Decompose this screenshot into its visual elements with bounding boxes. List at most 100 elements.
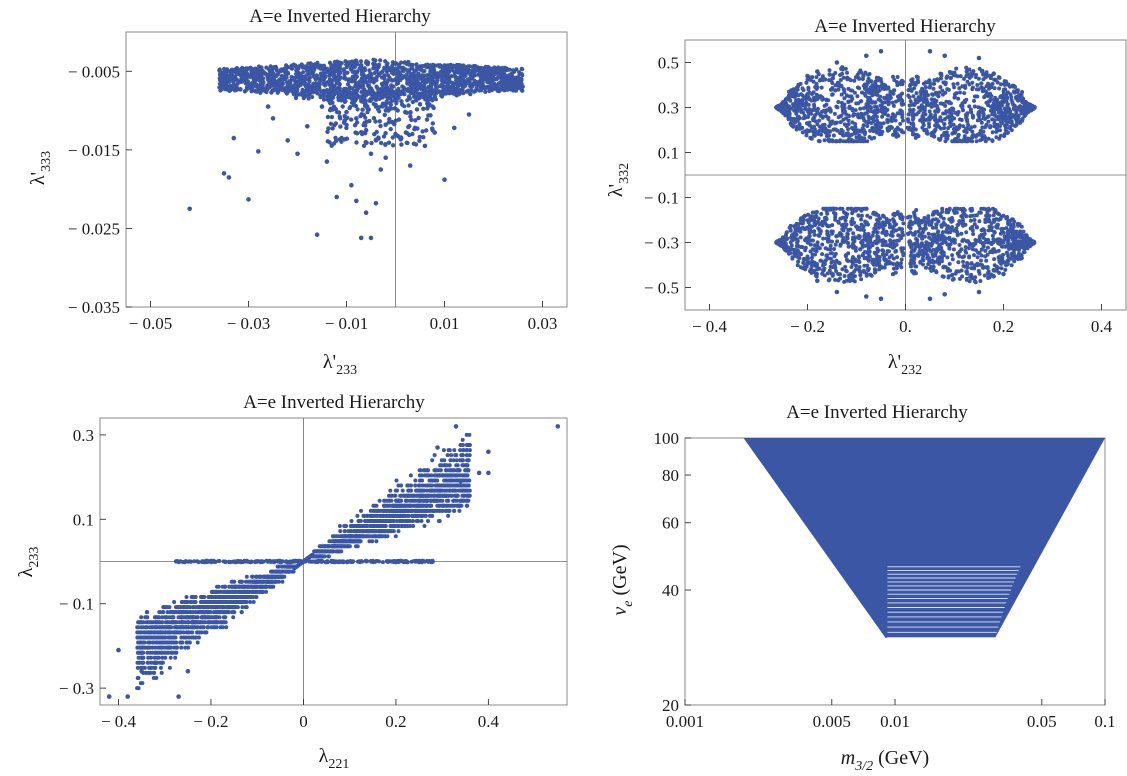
chart-title: A=e Inverted Hierarchy	[249, 6, 431, 27]
data-point	[983, 93, 988, 98]
data-point	[462, 65, 467, 70]
data-point	[812, 232, 817, 237]
data-point	[404, 61, 409, 67]
data-point	[252, 79, 257, 84]
data-point	[798, 81, 803, 86]
data-point	[466, 112, 472, 117]
data-point	[491, 86, 496, 91]
data-point	[403, 109, 408, 115]
data-point	[897, 93, 902, 98]
data-point	[871, 116, 876, 120]
data-point	[874, 253, 879, 258]
data-point	[954, 270, 959, 274]
data-point	[972, 218, 977, 222]
data-point	[836, 278, 841, 283]
data-point	[421, 83, 426, 88]
data-point	[891, 262, 896, 266]
data-point	[964, 117, 969, 122]
data-point	[1008, 124, 1013, 129]
data-point	[843, 223, 848, 228]
data-point	[816, 139, 821, 143]
data-point	[823, 77, 828, 82]
data-point	[861, 74, 866, 79]
data-point	[383, 131, 388, 136]
data-point	[295, 151, 300, 157]
data-point	[882, 95, 887, 100]
data-point	[779, 108, 784, 113]
data-point	[355, 69, 360, 74]
data-point	[873, 268, 878, 273]
data-point	[955, 81, 960, 86]
data-point	[850, 256, 855, 261]
data-point	[924, 243, 929, 248]
data-point	[430, 91, 436, 96]
data-point	[944, 227, 949, 232]
data-point	[946, 267, 951, 271]
data-point	[898, 121, 903, 126]
data-point	[302, 81, 308, 86]
data-point	[838, 206, 843, 211]
data-point	[221, 79, 227, 84]
data-point	[1001, 230, 1006, 235]
data-point	[369, 140, 374, 146]
data-point	[1007, 244, 1012, 248]
data-point	[984, 258, 989, 263]
data-point	[954, 66, 959, 71]
data-point	[408, 83, 413, 88]
data-point	[842, 274, 847, 278]
data-point	[408, 114, 413, 119]
data-point	[327, 73, 332, 78]
data-point	[1010, 83, 1015, 88]
data-point	[924, 80, 929, 85]
data-point	[983, 73, 988, 78]
data-point	[891, 88, 896, 93]
data-point	[1005, 130, 1010, 135]
data-point	[435, 76, 440, 81]
data-point	[831, 133, 836, 138]
data-point	[798, 245, 803, 249]
data-point	[330, 126, 335, 131]
data-point	[827, 72, 832, 77]
data-point	[898, 108, 903, 113]
data-point	[378, 167, 384, 172]
data-point	[447, 69, 452, 74]
data-point	[806, 234, 811, 239]
data-point	[894, 134, 899, 139]
data-point	[269, 90, 274, 95]
data-point	[854, 259, 858, 264]
data-point	[411, 94, 417, 99]
data-point	[940, 274, 945, 279]
data-point	[1020, 116, 1025, 121]
data-point	[327, 140, 332, 145]
data-point	[363, 139, 368, 145]
data-point	[410, 131, 415, 137]
data-point	[941, 253, 946, 258]
data-point	[380, 94, 386, 99]
data-point	[286, 71, 291, 76]
data-point	[1015, 120, 1019, 125]
data-point	[388, 101, 393, 106]
data-point	[1014, 112, 1018, 117]
data-point	[792, 117, 797, 122]
data-point	[796, 259, 801, 264]
data-point	[995, 101, 1000, 106]
data-point	[901, 130, 906, 135]
data-point	[915, 220, 920, 225]
data-point	[830, 259, 835, 264]
data-point	[960, 255, 965, 260]
data-point	[964, 113, 969, 118]
data-point	[983, 248, 988, 253]
data-point	[321, 97, 326, 102]
data-point	[792, 247, 797, 252]
data-point	[847, 114, 851, 119]
data-point	[345, 90, 351, 95]
data-point	[306, 96, 311, 101]
data-point	[817, 233, 822, 238]
data-point	[232, 88, 237, 93]
data-point	[390, 91, 395, 97]
data-point	[400, 84, 405, 89]
data-point	[471, 81, 476, 86]
data-point	[1010, 218, 1015, 223]
data-point	[989, 242, 994, 246]
data-point	[231, 135, 237, 141]
